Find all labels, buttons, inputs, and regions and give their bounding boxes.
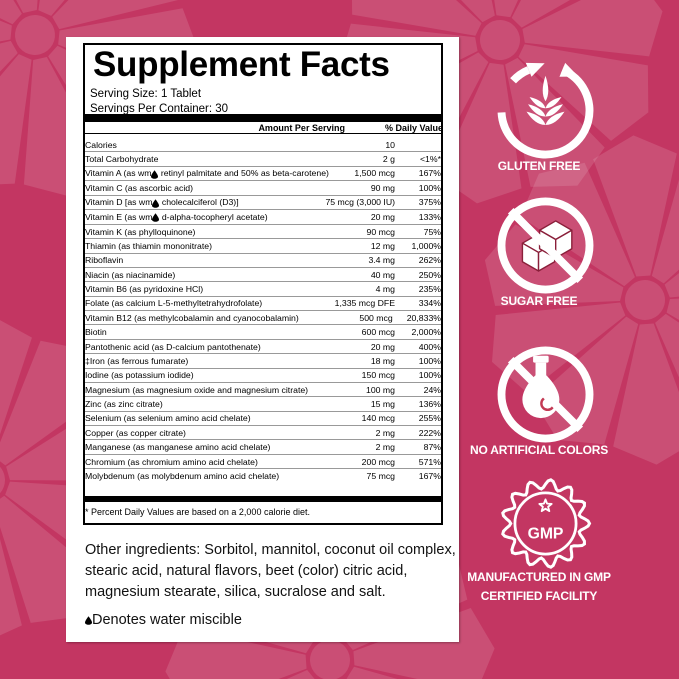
svg-text:GMP: GMP bbox=[528, 525, 564, 542]
